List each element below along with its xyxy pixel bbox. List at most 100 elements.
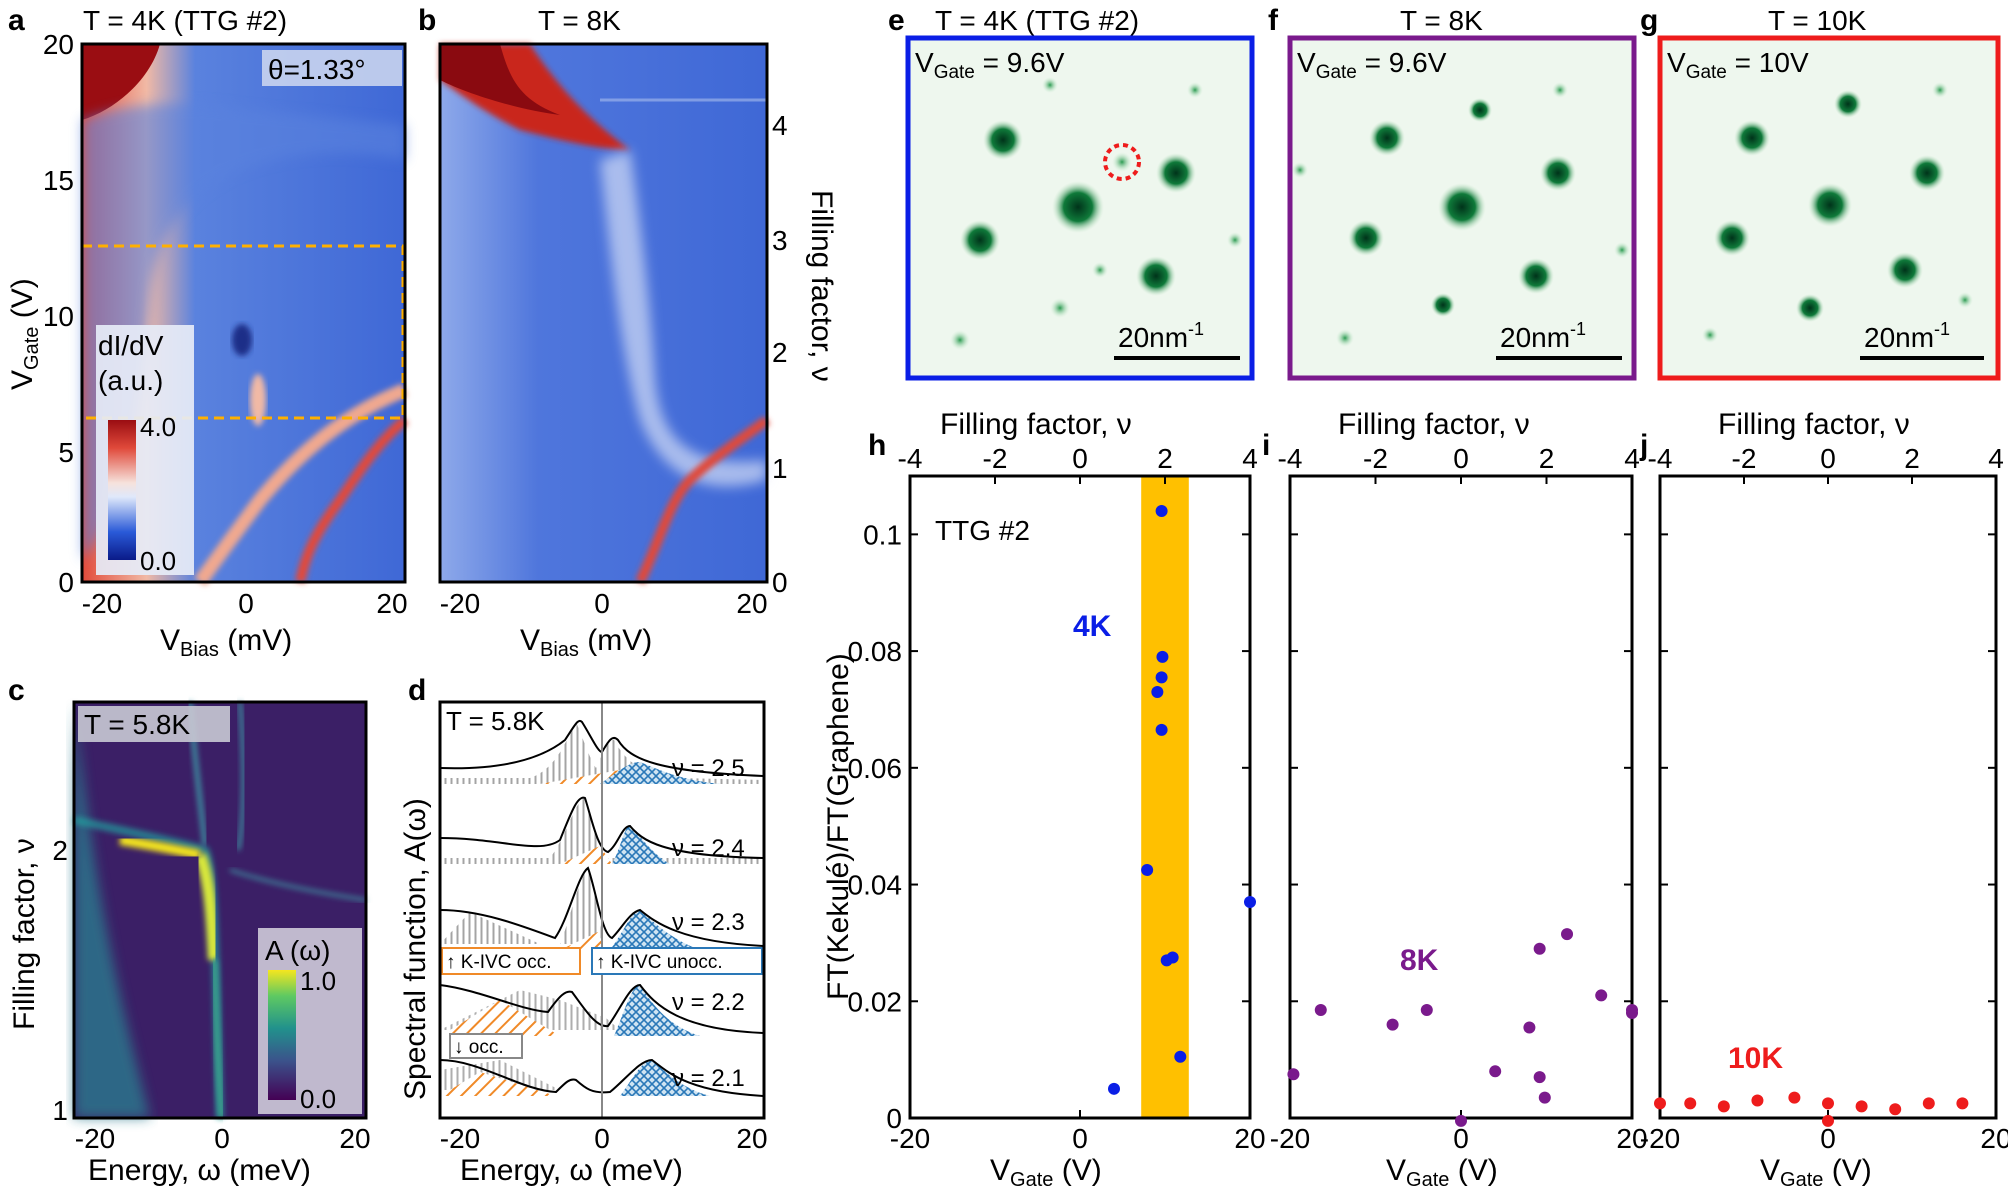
data-point: [1141, 863, 1154, 876]
x-ticks-d: -20 0 20: [440, 1123, 768, 1154]
curve-label: ν = 2.1: [672, 1065, 745, 1092]
cbar-label: A (ω): [265, 935, 330, 966]
x-tick-label: 20: [1980, 1123, 2008, 1154]
data-point: [1561, 928, 1574, 941]
top-tick-label: 2: [1904, 443, 1920, 474]
data-point: [1751, 1094, 1764, 1107]
y-tick-label: 0.04: [848, 870, 903, 901]
xtick: -20: [82, 588, 122, 619]
ytick: 0: [58, 567, 74, 598]
data-point: [1654, 1097, 1666, 1110]
data-point: [1155, 671, 1168, 684]
legend-occ-box: [441, 947, 581, 975]
data-point: [1717, 1100, 1730, 1113]
data-point: [1626, 1006, 1638, 1019]
data-point: [1455, 1114, 1467, 1127]
legend-down-box: [449, 1033, 523, 1059]
cbar-label-2: (a.u.): [98, 365, 163, 396]
panel-title: T = 8K: [538, 5, 621, 36]
data-point: [1489, 1065, 1502, 1078]
panel-letter: i: [1262, 429, 1270, 462]
gate-label: VGate = 9.6V: [915, 47, 1065, 83]
data-point: [1155, 505, 1168, 518]
y-tick-label: 0.02: [848, 986, 903, 1017]
top-axis-label: Filling factor, ν: [1718, 408, 1910, 441]
panel-g: g T = 10K VGate = 10V 20nm-1: [1640, 4, 2001, 381]
cbar-max: 4.0: [140, 412, 176, 442]
y-tick-label: 0.08: [848, 636, 903, 667]
panel-title: T = 4K (TTG #2): [83, 5, 287, 36]
curve-label: ν = 2.2: [672, 989, 745, 1016]
data-point: [1287, 1068, 1300, 1081]
cbar-min: 0.0: [300, 1084, 336, 1114]
y-ticks-c: 2 1: [52, 835, 68, 1126]
panel-letter: a: [8, 4, 25, 37]
top-tick-label: 0: [1820, 443, 1836, 474]
scale-label: 20nm-1: [1500, 319, 1586, 353]
data-point: [1155, 723, 1168, 736]
xtick: 20: [339, 1123, 370, 1154]
legend-down: ↓ occ.: [454, 1037, 504, 1058]
y-tick-label: 0: [886, 1103, 902, 1134]
scale-label: 20nm-1: [1118, 319, 1204, 353]
top-tick-label: -4: [898, 443, 923, 474]
top-tick-label: 0: [1072, 443, 1088, 474]
xtick: 0: [594, 588, 610, 619]
x-tick-label: 0: [1072, 1123, 1088, 1154]
data-point: [1108, 1082, 1120, 1095]
colorbar-c: [268, 970, 296, 1100]
heatmap-b: [440, 44, 770, 585]
chart-i: -20 0 20-4 -2 0 2 4: [1270, 443, 1648, 1154]
ytick: 10: [43, 301, 74, 332]
data-point: [1788, 1091, 1801, 1104]
data-point: [1533, 942, 1546, 955]
plot-frame: [1658, 474, 1998, 1120]
curve-labels: ν = 2.5 ν = 2.4 ν = 2.3 ν = 2.2 ν = 2.1: [672, 755, 745, 1092]
data-point: [1889, 1103, 1902, 1116]
highlight-circle: [1103, 143, 1141, 181]
panel-letter: b: [418, 4, 436, 37]
x-ticks-b: -20 0 20: [440, 588, 768, 619]
ylabel-b: Filling factor, ν: [805, 190, 838, 382]
xlabel-a: VBias (mV): [160, 624, 292, 661]
theta-label: θ=1.33°: [268, 54, 366, 85]
panel-title: T = 10K: [1768, 5, 1867, 36]
data-point: [1156, 650, 1169, 663]
xtick: -20: [440, 1123, 480, 1154]
x-ticks-c: -20 0 20: [75, 1123, 371, 1154]
top-tick-label: -2: [1363, 443, 1388, 474]
series-label-4k: 4K: [1073, 610, 1112, 643]
heatmap-c: [73, 701, 367, 1119]
xlabel-c: Energy, ω (meV): [88, 1154, 311, 1187]
panel-e: e T = 4K (TTG #2) VGate = 9.6V 20nm-1: [888, 4, 1255, 381]
xtick: 0: [238, 588, 254, 619]
x-ticks-a: -20 0 20: [82, 588, 408, 619]
top-tick-label: 0: [1453, 443, 1469, 474]
ytick: 1: [52, 1095, 68, 1126]
xtick: 20: [376, 588, 407, 619]
legend-unocc: ↑ K-IVC unocc.: [596, 952, 723, 973]
data-point: [1420, 1004, 1433, 1017]
x-tick-label: 0: [1820, 1123, 1836, 1154]
panel-letter: e: [888, 4, 905, 37]
data-point: [1151, 685, 1164, 698]
top-axis-label: Filling factor, ν: [940, 408, 1132, 441]
ytick: 5: [58, 437, 74, 468]
data-point: [1956, 1097, 1969, 1110]
data-point: [1174, 1050, 1187, 1063]
top-tick-label: 4: [1624, 443, 1640, 474]
y-ticks-a: 20 15 10 5 0: [43, 29, 74, 598]
ylabel-c: Filling factor, ν: [8, 838, 41, 1030]
panel-c: c T = 5.8K A (ω) 1.0 0.0 2 1 -20 0 20: [8, 674, 371, 1187]
chart-h: -20 0 20-4 -2 0 2 400.020.040.060.080.1: [848, 443, 1266, 1154]
data-point: [1922, 1097, 1935, 1110]
y-ticks-b-right: 4 3 2 1 0: [772, 110, 788, 598]
ytick: 0: [772, 567, 788, 598]
data-point: [1244, 896, 1256, 909]
top-tick-label: -2: [983, 443, 1008, 474]
spectral-curves: [439, 702, 765, 1118]
top-tick-label: 4: [1242, 443, 1258, 474]
ytick: 2: [52, 835, 68, 866]
data-point: [1684, 1097, 1697, 1110]
